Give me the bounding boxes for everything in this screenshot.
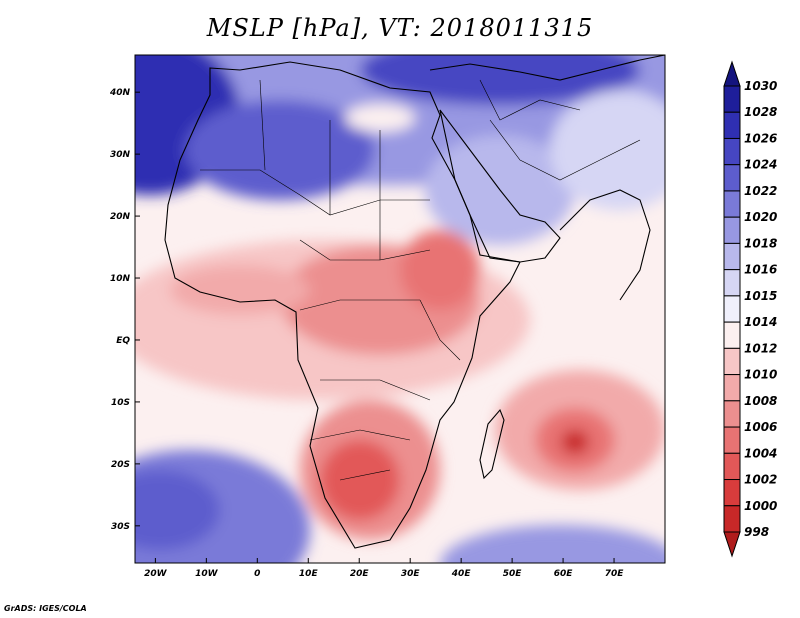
colorbar-box bbox=[723, 111, 741, 139]
colorbar-label: 1020 bbox=[744, 210, 777, 224]
lon-tick-label: 30E bbox=[401, 569, 421, 579]
colorbar-box bbox=[723, 400, 741, 428]
lat-tick-label: 30S bbox=[111, 522, 130, 532]
colorbar-box bbox=[723, 295, 741, 323]
lat-tick-label: 10S bbox=[111, 398, 130, 408]
lat-tick-label: EQ bbox=[116, 336, 130, 346]
lon-tick-label: 10E bbox=[299, 569, 319, 579]
colorbar-label: 1002 bbox=[744, 473, 777, 487]
colorbar-box bbox=[723, 505, 741, 533]
colorbar-box bbox=[723, 164, 741, 192]
colorbar-box bbox=[723, 479, 741, 507]
colorbar-label: 1022 bbox=[744, 184, 777, 198]
lon-tick-label: 50E bbox=[503, 569, 523, 579]
plot-frame bbox=[134, 54, 666, 564]
lon-tick-label: 60E bbox=[554, 569, 574, 579]
lon-tick-label: 0 bbox=[254, 569, 260, 579]
colorbar-label: 1030 bbox=[744, 79, 777, 93]
colorbar-box bbox=[723, 137, 741, 166]
lon-tick-label: 70E bbox=[605, 569, 625, 579]
colorbar-box bbox=[723, 190, 741, 218]
coastlines bbox=[164, 55, 665, 549]
colorbar-label: 1016 bbox=[744, 263, 777, 277]
latitude-axis: 40N 30N 20N 10N EQ 10S 20S 30S bbox=[109, 88, 140, 532]
colorbar-box bbox=[723, 242, 741, 271]
map-title: MSLP [hPa], VT: 2018011315 bbox=[206, 14, 594, 42]
colorbar-label: 1014 bbox=[744, 315, 777, 329]
colorbar: 998 1000 1002 1004 1006 1008 1010 1012 1014 1015 1… bbox=[723, 60, 777, 558]
colorbar-label: 1015 bbox=[744, 289, 777, 303]
colorbar-label: 998 bbox=[744, 525, 769, 539]
country-borders bbox=[200, 79, 641, 481]
colorbar-box bbox=[723, 216, 741, 244]
colorbar-min-arrow bbox=[723, 531, 741, 558]
colorbar-label: 1024 bbox=[744, 158, 777, 172]
colorbar-box bbox=[723, 452, 741, 481]
longitude-axis: 20W 10W 0 10E 20E 30E 40E 50E 60E 70E bbox=[144, 558, 624, 579]
colorbar-label: 1008 bbox=[744, 394, 777, 408]
lat-tick-label: 40N bbox=[109, 88, 131, 98]
colorbar-label: 1010 bbox=[744, 368, 777, 382]
colorbar-box bbox=[723, 347, 741, 376]
colorbar-label: 1018 bbox=[744, 236, 777, 250]
lat-tick-label: 30N bbox=[110, 150, 131, 160]
lon-tick-label: 20W bbox=[144, 569, 168, 579]
colorbar-box bbox=[723, 269, 741, 297]
colorbar-max-arrow bbox=[723, 60, 741, 87]
colorbar-box bbox=[723, 374, 741, 402]
lat-tick-label: 20S bbox=[111, 460, 130, 470]
lat-tick-label: 20N bbox=[110, 212, 131, 222]
lon-tick-label: 10W bbox=[195, 569, 219, 579]
pressure-field bbox=[135, 55, 665, 563]
lon-tick-label: 40E bbox=[451, 569, 472, 579]
colorbar-label: 1006 bbox=[744, 420, 777, 434]
colorbar-box bbox=[723, 85, 741, 113]
colorbar-box bbox=[723, 321, 741, 349]
colorbar-label: 1004 bbox=[744, 446, 777, 460]
colorbar-label: 1000 bbox=[744, 499, 777, 513]
colorbar-box bbox=[723, 426, 741, 454]
lon-tick-label: 20E bbox=[350, 569, 370, 579]
grads-credit: GrADS: IGES/COLA bbox=[4, 604, 87, 613]
colorbar-label: 1028 bbox=[744, 105, 777, 119]
colorbar-label: 1026 bbox=[744, 131, 777, 145]
colorbar-label: 1012 bbox=[744, 341, 777, 355]
lat-tick-label: 10N bbox=[110, 274, 131, 284]
